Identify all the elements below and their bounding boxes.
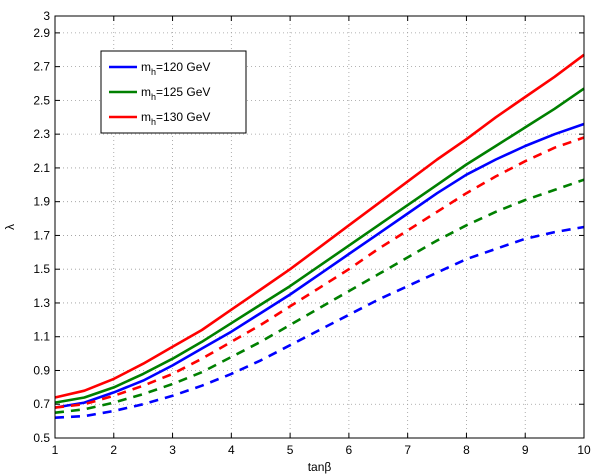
x-tick-label: 4 (228, 443, 235, 457)
y-tick-label: 1.9 (33, 195, 50, 209)
legend-label-subscript: h (151, 117, 156, 127)
x-tick-label: 7 (404, 443, 411, 457)
x-tick-label: 6 (346, 443, 353, 457)
x-axis-label: tanβ (308, 460, 332, 474)
dashed-series-line-4 (54, 178, 585, 414)
legend-label-main: m (141, 85, 151, 99)
x-tick-label: 8 (463, 443, 470, 457)
dashed-series-line-5 (54, 136, 585, 409)
ticks (54, 15, 585, 439)
y-tick-label: 1.7 (33, 228, 50, 242)
x-tick-label: 10 (577, 443, 591, 457)
series-line-0 (54, 122, 585, 409)
y-tick-label: 2.1 (33, 161, 50, 175)
x-tick-label: 2 (110, 443, 117, 457)
series-line-1 (54, 87, 585, 404)
legend-label-main: m (141, 110, 151, 124)
legend-label-rest: =120 GeV (156, 60, 210, 74)
y-axis-label: λ (3, 224, 17, 230)
tick-labels: 1 2 3 4 5 6 7 8 9 10 0.5 0.7 0.9 1.1 1.3 1.5 1.7 1.9 2.1 2.… (33, 9, 591, 457)
y-tick-label: 0.9 (33, 363, 50, 377)
legend-label-main: m (141, 60, 151, 74)
series-line-2 (54, 53, 585, 399)
legend-label-rest: =130 GeV (156, 110, 210, 124)
legend-label-subscript: h (151, 67, 156, 77)
x-tick-label: 5 (287, 443, 294, 457)
grid (55, 16, 584, 438)
y-tick-label: 0.5 (33, 431, 50, 445)
y-tick-label: 2.3 (33, 127, 50, 141)
series-group (54, 53, 585, 419)
y-tick-label: 2.5 (33, 93, 50, 107)
y-tick-label: 1.3 (33, 296, 50, 310)
y-tick-label: 2.9 (33, 26, 50, 40)
plot-frame (54, 15, 585, 439)
x-tick-label: 3 (169, 443, 176, 457)
y-tick-label: 2.7 (33, 60, 50, 74)
legend-label-rest: =125 GeV (156, 85, 210, 99)
legend-entry-label: mh=125 GeV (141, 85, 210, 102)
x-tick-label: 9 (522, 443, 529, 457)
x-tick-label: 1 (52, 443, 59, 457)
y-tick-label: 3 (43, 9, 50, 23)
legend-label-subscript: h (151, 92, 156, 102)
legend-entry-label: mh=130 GeV (141, 110, 210, 127)
y-tick-label: 0.7 (33, 397, 50, 411)
y-tick-label: 1.5 (33, 262, 50, 276)
y-tick-label: 1.1 (33, 330, 50, 344)
legend-entry-label: mh=120 GeV (141, 60, 210, 77)
